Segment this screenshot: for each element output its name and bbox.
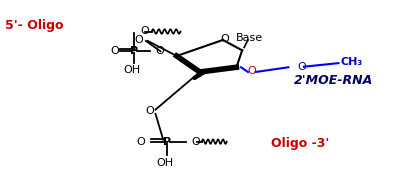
Text: O: O (136, 137, 145, 147)
Text: O: O (247, 66, 256, 76)
Text: O: O (140, 26, 149, 36)
Text: OH: OH (124, 65, 141, 75)
Text: P: P (130, 46, 138, 56)
Text: O: O (145, 107, 154, 117)
Text: 5'- Oligo: 5'- Oligo (5, 19, 64, 32)
Text: P: P (163, 137, 171, 147)
Text: OH: OH (156, 158, 174, 168)
Text: O: O (297, 62, 306, 72)
Text: 2'MOE-RNA: 2'MOE-RNA (294, 74, 374, 87)
Text: Base: Base (236, 33, 264, 43)
Text: O: O (191, 137, 200, 147)
Text: O: O (221, 34, 229, 44)
Text: O: O (156, 46, 164, 56)
Text: CH₃: CH₃ (340, 57, 362, 67)
Text: Oligo -3': Oligo -3' (271, 137, 329, 150)
Text: O: O (134, 35, 143, 45)
Text: O: O (111, 46, 119, 56)
